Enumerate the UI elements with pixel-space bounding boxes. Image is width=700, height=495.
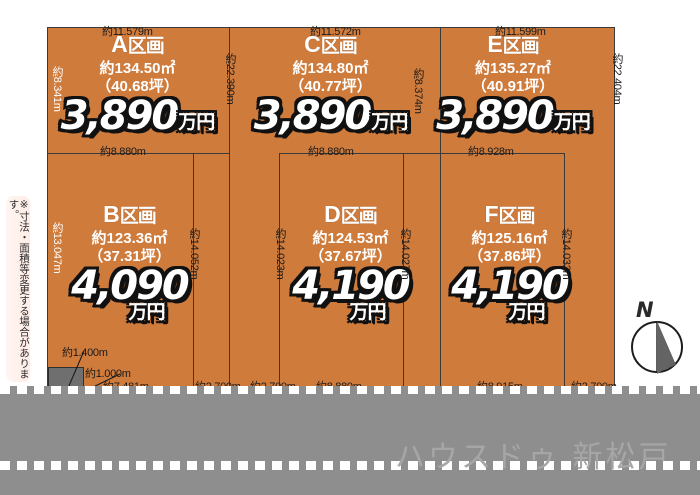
divider-b-right [193,153,194,386]
compass-label-n: N [636,298,654,322]
lot-A-area: 約134.50㎡ [99,60,176,77]
lot-F-title: F区画 [442,201,577,227]
lot-F-letter: F [484,201,499,227]
dim-v-d-right: 約14.027m [399,228,411,280]
divider-f-right [564,153,565,386]
dim-left-A: 約8.341m [51,66,63,112]
lot-C-tsubo: （40.77坪） [289,77,372,95]
dim-left-B: 約13.047m [51,222,63,274]
lot-E-title: E区画 [438,31,588,57]
dim-top-E: 約11.599m [495,26,546,38]
divider-c-d [279,153,440,154]
lot-A[interactable]: A区画 約134.50㎡ （40.68坪） 3,890 万円 [55,31,220,140]
dim-top-A: 約11.579m [102,26,153,38]
lot-C-price: 3,890 万円 [248,93,413,140]
dim-mid-E: 約8.928m [468,146,514,158]
lot-A-price-unit: 万円 [178,112,215,134]
dim-v-b-right: 約14.052m [188,228,200,280]
lot-F-suffix: 区画 [498,206,536,227]
road-edge-top [0,386,700,395]
lot-A-letter: A [111,31,128,57]
compass-north-icon: N [630,298,686,380]
lot-A-suffix: 区画 [127,36,165,57]
lot-D-price-unit: 万円 [349,302,386,324]
lot-B-price-value: 4,090 [69,263,193,310]
dim-v-ac: 約22.390m [224,53,236,105]
lot-E-letter: E [487,31,503,57]
lot-B-suffix: 区画 [119,206,157,227]
dim-v-f-right: 約14.032m [560,228,572,280]
divider-a-c [229,28,230,386]
lot-F-area: 約125.16㎡ [471,230,548,247]
lot-D-letter: D [324,201,341,227]
dim-v-c-right: 約8.374m [412,68,424,114]
lot-A-tsubo: （40.68坪） [96,77,179,95]
lot-C-title: C区画 [248,31,413,57]
watermark-logo: ハウスドゥ 新松戸 [395,440,672,475]
road-lower-fill [0,470,700,495]
dim-v-d-left: 約14.023m [274,228,286,280]
lot-D-area: 約124.53㎡ [312,230,389,247]
lot-B-area: 約123.36㎡ [91,230,168,247]
lot-D[interactable]: D区画 約124.53㎡ （37.67坪） 4,190 万円 [283,201,418,324]
lot-B-letter: B [103,201,120,227]
lot-F-price: 4,190 万円 [442,263,577,324]
road-area [0,394,700,466]
divider-d-left [279,153,280,386]
lot-C-suffix: 区画 [320,36,358,57]
lot-B-title: B区画 [62,201,197,227]
lot-D-price-unit-wrap: 万円 [283,302,418,324]
plot-block [47,27,615,387]
lot-F-tsubo: （37.86坪） [468,247,551,265]
lot-A-price-value: 3,890 [58,93,182,140]
lot-F-price-unit-wrap: 万円 [442,302,577,324]
lot-F-price-value: 4,190 [449,263,573,310]
lot-F-price-unit: 万円 [508,302,545,324]
lot-E-price-unit: 万円 [553,112,591,134]
lot-B[interactable]: B区画 約123.36㎡ （37.31坪） 4,090 万円 [62,201,197,324]
lot-A-price: 3,890 万円 [55,93,220,140]
lot-B-price-unit: 万円 [128,302,165,324]
lot-E-tsubo: （40.91坪） [471,77,555,95]
lot-D-price: 4,190 万円 [283,263,418,324]
dim-mid-A: 約8.880m [100,146,146,158]
dim-corner-cut-1400: 約1.400m [62,347,108,359]
divider-e-f [440,153,564,154]
lot-E-suffix: 区画 [502,36,540,57]
lot-D-suffix: 区画 [340,206,378,227]
divider-d-right [403,153,404,386]
lot-F[interactable]: F区画 約125.16㎡ （37.86坪） 4,190 万円 [442,201,577,324]
dim-mid-C: 約8.880m [308,146,354,158]
lot-E[interactable]: E区画 約135.27㎡ （40.91坪） 3,890 万円 [434,31,591,140]
lot-C-area: 約134.80㎡ [292,60,369,77]
divider-a-b [48,153,229,154]
lot-C[interactable]: C区画 約134.80㎡ （40.77坪） 3,890 万円 [248,31,413,140]
lot-B-price: 4,090 万円 [62,263,197,324]
lot-E-area: 約135.27㎡ [475,60,551,77]
lot-E-price-value: 3,890 [434,93,558,140]
lot-C-price-unit: 万円 [371,112,408,134]
lot-E-price: 3,890 万円 [434,93,591,140]
lot-C-price-value: 3,890 [251,93,375,140]
lot-B-price-unit-wrap: 万円 [62,302,197,324]
divider-c-e [440,28,441,386]
lot-C-letter: C [304,31,321,57]
lot-B-tsubo: （37.31坪） [88,247,171,265]
lot-D-price-value: 4,190 [290,263,414,310]
dim-corner-cut-1000: 約1.000m [85,368,131,380]
lot-A-title: A区画 [55,31,220,57]
road-edge-bottom [0,461,700,470]
dim-top-C: 約11.572m [310,26,361,38]
dim-v-e-right: 約22.404m [611,53,623,105]
disclaimer-note: ※寸法・面積等変更する場合があります。 [6,196,30,382]
lot-D-tsubo: （37.67坪） [309,247,392,265]
lot-D-title: D区画 [283,201,418,227]
